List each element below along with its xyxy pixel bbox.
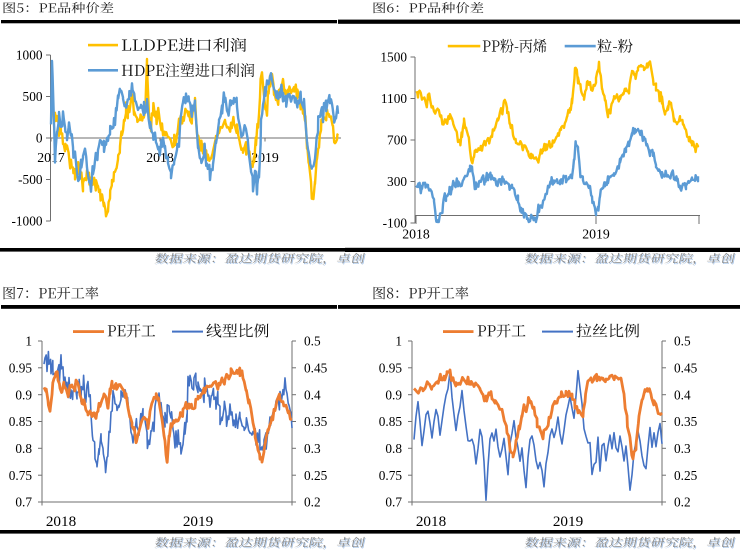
- svg-text:0.2: 0.2: [674, 495, 691, 510]
- svg-text:0.35: 0.35: [304, 414, 328, 429]
- svg-text:0.85: 0.85: [379, 414, 403, 429]
- svg-text:1100: 1100: [381, 91, 407, 106]
- svg-text:0.8: 0.8: [15, 441, 32, 456]
- svg-text:0.3: 0.3: [674, 441, 691, 456]
- svg-text:2018: 2018: [46, 513, 77, 530]
- svg-text:-500: -500: [18, 172, 43, 187]
- svg-text:2019: 2019: [183, 513, 213, 530]
- svg-text:0.95: 0.95: [379, 360, 403, 375]
- svg-text:2019: 2019: [553, 513, 583, 530]
- svg-text:2018: 2018: [416, 513, 447, 530]
- svg-text:0.45: 0.45: [304, 360, 328, 375]
- svg-text:2018: 2018: [402, 227, 430, 242]
- svg-text:0: 0: [36, 131, 43, 146]
- svg-text:2019: 2019: [251, 150, 279, 165]
- svg-text:1500: 1500: [380, 50, 407, 65]
- svg-text:0.9: 0.9: [15, 387, 32, 402]
- svg-text:0.5: 0.5: [674, 334, 691, 349]
- svg-text:-100: -100: [383, 216, 408, 231]
- svg-text:300: 300: [387, 174, 407, 189]
- svg-text:1000: 1000: [16, 48, 43, 63]
- svg-text:0.75: 0.75: [9, 468, 33, 483]
- svg-text:0.8: 0.8: [385, 441, 402, 456]
- svg-text:1: 1: [25, 334, 32, 349]
- svg-text:0.45: 0.45: [674, 360, 698, 375]
- svg-text:0.25: 0.25: [304, 468, 328, 483]
- svg-text:0.25: 0.25: [674, 468, 698, 483]
- svg-text:-1000: -1000: [11, 214, 42, 229]
- svg-text:2019: 2019: [582, 227, 610, 242]
- svg-text:700: 700: [387, 133, 407, 148]
- svg-text:0.95: 0.95: [9, 360, 33, 375]
- svg-text:0.4: 0.4: [304, 387, 321, 402]
- svg-text:0.9: 0.9: [385, 387, 402, 402]
- svg-text:1: 1: [395, 334, 402, 349]
- svg-text:0.85: 0.85: [9, 414, 33, 429]
- svg-text:0.7: 0.7: [385, 495, 402, 510]
- svg-text:0.4: 0.4: [674, 387, 691, 402]
- svg-text:0.2: 0.2: [304, 495, 321, 510]
- svg-text:2017: 2017: [37, 150, 65, 165]
- svg-text:0.75: 0.75: [379, 468, 403, 483]
- svg-text:0.35: 0.35: [674, 414, 698, 429]
- svg-text:0.3: 0.3: [304, 441, 321, 456]
- svg-text:0.7: 0.7: [15, 495, 32, 510]
- svg-text:0.5: 0.5: [304, 334, 321, 349]
- svg-text:500: 500: [23, 89, 43, 104]
